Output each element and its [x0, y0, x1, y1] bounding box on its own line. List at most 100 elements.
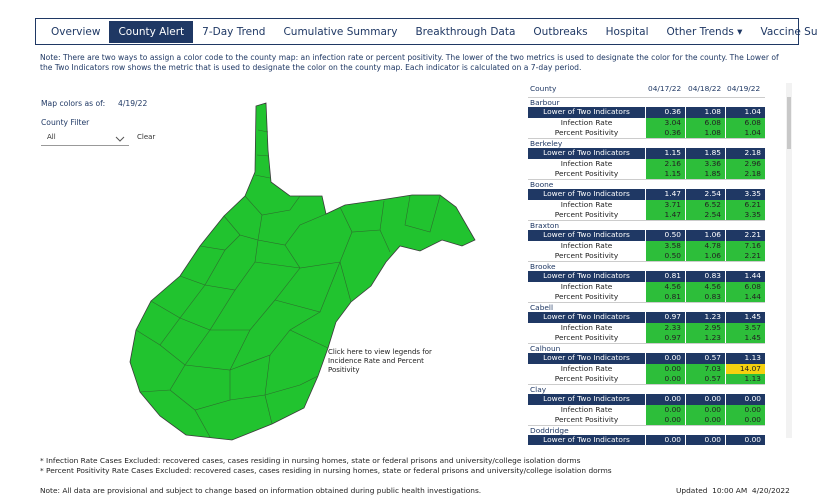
value-cell: 1.45: [725, 332, 765, 343]
county-name: Clay: [528, 384, 765, 394]
nav-tab[interactable]: Vaccine Summary: [760, 25, 817, 38]
indicator-label: Percent Positivity: [554, 414, 619, 424]
nav-tab[interactable]: Outbreaks: [533, 25, 588, 38]
value-cell: 1.85: [685, 168, 725, 179]
value-cell: 2.18: [725, 148, 765, 159]
value-cell: 0.81: [645, 271, 685, 282]
dropdown-arrow: [115, 136, 125, 142]
value-cell: 0.83: [685, 291, 725, 302]
column-header: County: [530, 84, 557, 93]
indicator-label: Percent Positivity: [554, 127, 619, 137]
indicator-row: Percent Positivity 0.97 1.23 1.45: [528, 332, 765, 343]
value-cell: 1.08: [685, 107, 725, 118]
updated-stamp: Updated 10:00 AM 4/20/2022: [676, 486, 790, 495]
scrollbar[interactable]: [786, 83, 792, 438]
clear-button[interactable]: Clear: [137, 133, 156, 141]
indicator-label: Lower of Two Indicators: [528, 189, 645, 200]
indicator-row: Infection Rate 2.33 2.95 3.57: [528, 322, 765, 333]
county-name: Brooke: [528, 261, 765, 271]
value-cell: 0.81: [645, 291, 685, 302]
indicator-row: Percent Positivity 0.00 0.57 1.13: [528, 373, 765, 384]
nav-tab[interactable]: Hospital: [605, 25, 649, 38]
indicator-label: Lower of Two Indicators: [528, 230, 645, 241]
indicator-row: Percent Positivity 0.00 0.00 0.00: [528, 414, 765, 425]
indicator-row: Lower of Two Indicators 0.00 0.00 0.00: [528, 435, 765, 445]
nav-tab[interactable]: County Alert: [109, 20, 194, 43]
county-row: Boone: [528, 179, 765, 189]
indicator-row: Percent Positivity 1.15 1.85 2.18: [528, 168, 765, 179]
indicator-label: Infection Rate: [560, 199, 613, 209]
nav-tab[interactable]: Other Trends ▾: [666, 25, 743, 38]
value-cell: 2.21: [725, 250, 765, 261]
value-cell: 6.08: [685, 117, 725, 128]
value-cell: 6.08: [725, 117, 765, 128]
value-cell: 0.50: [645, 230, 685, 241]
filter-label: County Filter: [41, 118, 90, 127]
indicator-label: Lower of Two Indicators: [528, 394, 645, 405]
value-cell: 14.07: [725, 363, 765, 374]
value-cell: 0.00: [725, 404, 765, 415]
value-cell: 0.00: [725, 435, 765, 445]
value-cell: 1.13: [725, 353, 765, 364]
indicator-row: Percent Positivity 0.81 0.83 1.44: [528, 291, 765, 302]
nav-tab[interactable]: Overview: [51, 25, 101, 38]
indicator-label: Infection Rate: [560, 117, 613, 127]
indicator-label: Lower of Two Indicators: [528, 107, 645, 118]
county-filter[interactable]: All: [41, 133, 129, 146]
indicator-label: Lower of Two Indicators: [528, 271, 645, 282]
value-cell: 0.57: [685, 373, 725, 384]
indicator-row: Lower of Two Indicators 0.00 0.00 0.00: [528, 394, 765, 405]
value-cell: 3.58: [645, 240, 685, 251]
indicator-row: Percent Positivity 1.47 2.54 3.35: [528, 209, 765, 220]
column-header: 04/18/22: [688, 84, 722, 93]
county-name: Boone: [528, 179, 765, 189]
indicator-label: Infection Rate: [560, 281, 613, 291]
indicator-label: Percent Positivity: [554, 373, 619, 383]
value-cell: 0.00: [725, 414, 765, 425]
value-cell: 0.00: [685, 394, 725, 405]
indicator-label: Percent Positivity: [554, 250, 619, 260]
value-cell: 1.04: [725, 107, 765, 118]
value-cell: 1.08: [685, 127, 725, 138]
indicator-label: Infection Rate: [560, 363, 613, 373]
value-cell: 2.18: [725, 168, 765, 179]
nav-tab[interactable]: 7-Day Trend: [202, 25, 266, 38]
value-cell: 0.00: [645, 363, 685, 374]
indicator-row: Lower of Two Indicators 0.36 1.08 1.04: [528, 107, 765, 118]
county-name: Berkeley: [528, 138, 765, 148]
value-cell: 0.50: [645, 250, 685, 261]
value-cell: 0.00: [645, 435, 685, 445]
value-cell: 6.08: [725, 281, 765, 292]
as-of-date: 4/19/22: [118, 99, 148, 108]
county-row: Calhoun: [528, 343, 765, 353]
scroll-thumb[interactable]: [787, 97, 791, 149]
value-cell: 0.36: [645, 107, 685, 118]
value-cell: 4.78: [685, 240, 725, 251]
indicator-label: Infection Rate: [560, 158, 613, 168]
indicator-label: Infection Rate: [560, 322, 613, 332]
indicator-row: Infection Rate 2.16 3.36 2.96: [528, 158, 765, 169]
value-cell: 2.54: [685, 209, 725, 220]
indicator-row: Infection Rate 0.00 7.03 14.07: [528, 363, 765, 374]
county-row: Braxton: [528, 220, 765, 230]
indicator-row: Lower of Two Indicators 0.97 1.23 1.45: [528, 312, 765, 323]
nav-tab[interactable]: Cumulative Summary: [283, 25, 398, 38]
legend-link[interactable]: Click here to view legends for Incidence…: [328, 348, 432, 374]
filter-value: All: [47, 133, 56, 141]
nav-tab[interactable]: Breakthrough Data: [415, 25, 516, 38]
county-name: Doddridge: [528, 425, 765, 435]
county-row: Clay: [528, 384, 765, 394]
value-cell: 0.00: [645, 373, 685, 384]
state-outline: [129, 102, 476, 441]
county-name: Calhoun: [528, 343, 765, 353]
indicator-label: Lower of Two Indicators: [528, 435, 645, 445]
value-cell: 2.33: [645, 322, 685, 333]
indicator-label: Percent Positivity: [554, 291, 619, 301]
county-row: Doddridge: [528, 425, 765, 435]
value-cell: 0.36: [645, 127, 685, 138]
indicator-row: Percent Positivity 0.50 1.06 2.21: [528, 250, 765, 261]
value-cell: 3.35: [725, 209, 765, 220]
value-cell: 0.57: [685, 353, 725, 364]
footer-note: Note: All data are provisional and subje…: [40, 486, 482, 495]
note: Note: There are two ways to assign a col…: [40, 53, 779, 72]
